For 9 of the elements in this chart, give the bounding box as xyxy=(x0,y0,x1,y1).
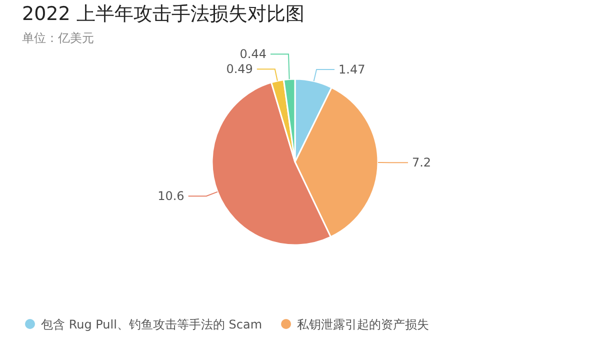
chart-subtitle: 单位：亿美元 xyxy=(22,31,94,45)
data-label: 7.2 xyxy=(412,156,432,170)
data-label: 1.47 xyxy=(338,62,366,76)
chart-title: 2022 上半年攻击手法损失对比图 xyxy=(22,3,304,25)
data-label: 0.44 xyxy=(240,47,267,62)
legend-label: 包含 Rug Pull、钓鱼攻击等手法的 Scam xyxy=(41,318,262,332)
legend-label: 私钥泄露引起的资产损失 xyxy=(297,318,430,332)
data-label: 10.6 xyxy=(158,189,184,204)
data-label: 0.49 xyxy=(226,62,253,76)
